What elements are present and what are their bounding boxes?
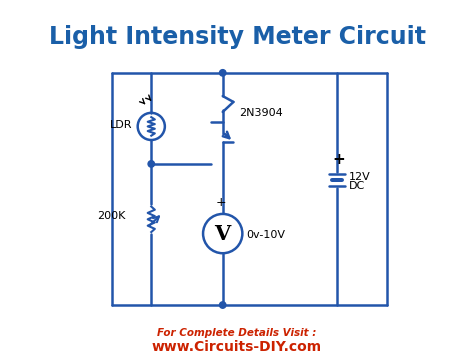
Text: Light Intensity Meter Circuit: Light Intensity Meter Circuit <box>48 24 426 49</box>
Circle shape <box>148 161 155 167</box>
Circle shape <box>219 69 226 76</box>
Text: For Complete Details Visit :: For Complete Details Visit : <box>157 328 317 338</box>
Text: +: + <box>332 152 345 167</box>
Text: V: V <box>215 224 231 244</box>
Text: 0v-10V: 0v-10V <box>246 230 285 240</box>
Text: www.Circuits-DIY.com: www.Circuits-DIY.com <box>152 340 322 354</box>
Text: DC: DC <box>348 181 365 191</box>
Text: 200K: 200K <box>97 211 126 221</box>
Text: +: + <box>216 196 226 209</box>
Text: LDR: LDR <box>110 120 132 130</box>
Text: 2N3904: 2N3904 <box>239 108 283 118</box>
Text: 12V: 12V <box>348 172 370 182</box>
Circle shape <box>219 302 226 308</box>
